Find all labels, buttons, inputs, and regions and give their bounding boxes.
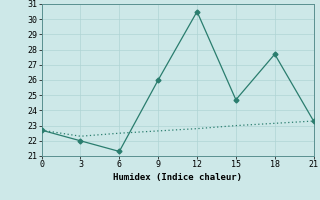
X-axis label: Humidex (Indice chaleur): Humidex (Indice chaleur) [113,173,242,182]
